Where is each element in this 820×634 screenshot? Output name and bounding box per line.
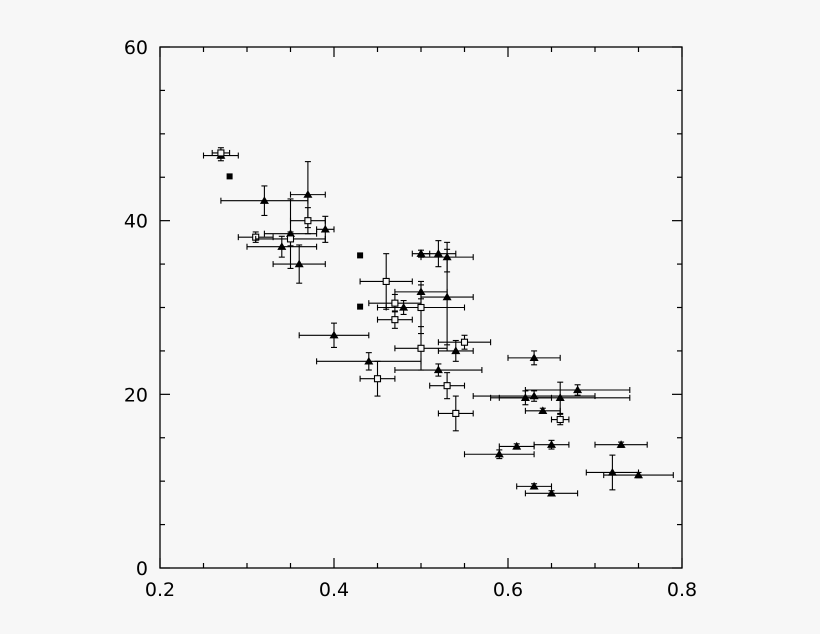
data-point-triangle	[603, 470, 674, 479]
triangle-marker	[607, 467, 617, 476]
data-points	[202, 147, 674, 497]
open-square-marker	[373, 375, 382, 383]
filled-square-marker	[357, 252, 364, 259]
data-point-triangle	[420, 240, 457, 268]
data-point-triangle	[516, 481, 553, 490]
data-point-open-square	[359, 360, 396, 397]
open-square-marker	[452, 409, 460, 417]
data-point-open-square	[437, 395, 474, 432]
data-point-triangle	[585, 454, 640, 491]
data-point-triangle	[420, 248, 474, 346]
x-tick-label: 0.2	[145, 579, 175, 601]
triangle-marker	[433, 249, 443, 257]
triangle-marker	[320, 224, 330, 233]
x-tick-label: 0.8	[667, 579, 697, 601]
data-point-open-square	[289, 207, 326, 235]
open-square-marker	[391, 316, 399, 324]
data-point-triangle	[524, 488, 579, 497]
triangle-marker	[329, 330, 339, 339]
triangle-marker	[529, 481, 539, 490]
data-point-triangle	[316, 352, 422, 371]
triangle-marker	[512, 441, 522, 450]
triangle-marker	[547, 488, 556, 497]
data-point-triangle	[498, 441, 535, 450]
data-point-triangle	[524, 406, 561, 414]
triangle-marker	[259, 196, 269, 204]
data-point-triangle	[533, 439, 570, 450]
data-point-triangle	[246, 235, 318, 258]
x-tick-label: 0.6	[493, 579, 523, 601]
triangle-marker	[547, 440, 556, 448]
data-point-open-square	[394, 326, 448, 371]
filled-square-marker	[357, 303, 364, 310]
open-square-marker	[382, 277, 390, 286]
open-square-marker	[304, 217, 312, 225]
data-point-open-square	[368, 293, 422, 313]
triangle-marker	[616, 440, 626, 448]
data-point-open-square	[437, 334, 492, 350]
data-point-open-square	[255, 231, 326, 247]
open-square-marker	[286, 235, 295, 243]
y-tick-label: 40	[124, 211, 148, 233]
y-tick-label: 20	[124, 384, 148, 406]
open-square-marker	[417, 344, 425, 352]
open-square-marker	[217, 149, 225, 157]
data-point-triangle	[220, 185, 309, 217]
open-square-marker	[556, 415, 564, 424]
triangle-marker	[555, 393, 565, 401]
open-square-marker	[460, 338, 469, 346]
data-point-triangle	[289, 161, 326, 229]
triangle-marker	[634, 470, 643, 479]
y-tick-label: 0	[136, 558, 148, 580]
triangle-marker	[277, 242, 287, 250]
data-point-triangle	[463, 449, 535, 460]
triangle-marker	[529, 353, 539, 362]
data-point-open-square	[376, 280, 466, 335]
triangle-marker	[294, 259, 304, 268]
triangle-marker	[399, 303, 409, 311]
triangle-marker	[303, 190, 313, 198]
filled-square-marker	[226, 173, 233, 180]
triangle-marker	[573, 385, 583, 394]
open-square-marker	[391, 299, 399, 307]
data-point-open-square	[429, 372, 466, 400]
data-point-triangle	[490, 381, 631, 414]
triangle-marker	[494, 449, 504, 458]
triangle-marker	[520, 393, 530, 401]
data-point-filled-square	[226, 173, 233, 180]
data-point-triangle	[437, 339, 474, 362]
data-point-triangle	[272, 244, 326, 284]
axis-tick-labels: 0.2 0.4 0.6 0.8 0 20 40 60	[124, 37, 697, 601]
data-point-open-square	[359, 253, 413, 310]
x-tick-label: 0.4	[319, 579, 349, 601]
axis-ticks	[159, 46, 683, 569]
triangle-marker	[538, 406, 548, 414]
data-point-open-square	[550, 413, 570, 426]
data-point-triangle	[394, 363, 483, 377]
data-point-filled-square	[357, 252, 364, 259]
data-point-triangle	[507, 350, 561, 366]
data-point-open-square	[376, 310, 413, 329]
open-square-marker	[443, 382, 451, 390]
data-point-open-square	[211, 147, 231, 159]
triangle-marker	[364, 356, 374, 365]
triangle-marker	[442, 292, 452, 301]
data-point-triangle	[298, 322, 370, 348]
data-point-triangle	[524, 384, 631, 396]
triangle-marker	[433, 365, 443, 374]
data-point-filled-square	[357, 303, 364, 310]
open-square-marker	[417, 303, 425, 312]
data-point-triangle	[594, 440, 648, 448]
triangle-marker	[451, 346, 461, 355]
y-tick-label: 60	[124, 37, 148, 59]
